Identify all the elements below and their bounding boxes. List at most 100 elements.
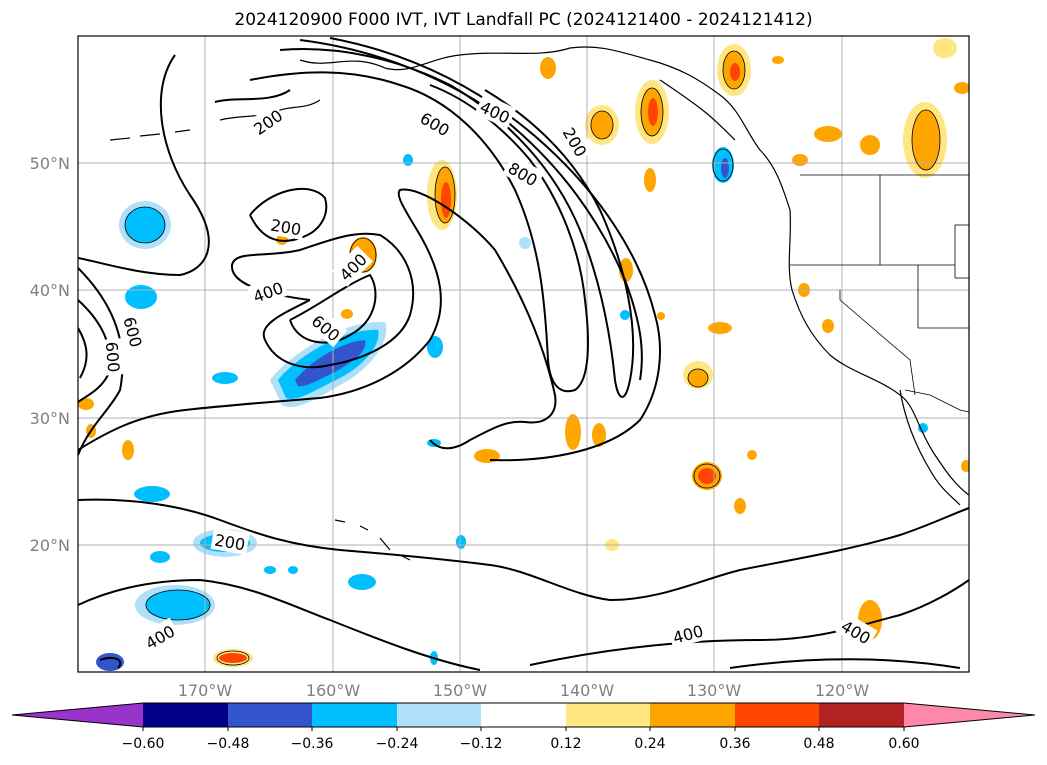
pc-negative-region [125,207,165,243]
hawaii-islands [334,519,411,561]
colorbar-segment [735,703,819,727]
pc-negative-region [721,158,729,178]
pc-positive-region [565,414,581,450]
pc-positive-region [78,398,94,410]
ivt-contour-400 [529,579,969,666]
lat-label-20n: 20°N [30,536,70,555]
colorbar-tick: −0.24 [376,736,419,752]
pc-positive-region [698,468,716,484]
pc-positive-region [747,450,757,460]
pc-negative-region [212,372,238,384]
pc-positive-region [730,63,740,81]
lon-label-170w: 170°W [178,681,233,700]
pc-positive-region [644,168,656,192]
colorbar-tick: 0.24 [634,736,665,752]
colorbar-segment [397,703,481,727]
ivt-contour-400 [729,658,961,669]
pc-positive-region [954,82,969,94]
colorbar-segment [228,703,312,727]
ivt-contour-800 [299,39,643,381]
pc-positive-region [122,440,134,460]
lon-label-120w: 120°W [815,681,870,700]
pc-positive-region [772,56,784,64]
pc-negative-region [125,285,157,309]
ivt-contour-200 [78,188,557,451]
pc-positive-region [708,322,732,334]
lat-label-40n: 40°N [30,281,70,300]
ivt-contour-200 [78,54,210,277]
pc-negative-region [348,574,376,590]
ivt-contour-200 [249,188,328,242]
colorbar-segment [904,703,1035,727]
colorbar-segment [650,703,735,727]
plot-title: 2024120900 F000 IVT, IVT Landfall PC (20… [234,10,813,30]
lat-labels: 50°N 40°N 30°N 20°N [30,154,70,555]
ivt-contour-200 [214,89,291,103]
lon-label-150w: 150°W [433,681,488,700]
ivt-contour-400 [78,267,124,456]
pc-negative-region [96,653,124,671]
pc-positive-region [657,312,665,320]
colorbar-segment [12,703,143,727]
pc-positive-region [591,111,613,139]
ivt-contours [78,37,969,671]
pc-positive-region [912,110,940,170]
colorbar-tick: −0.48 [207,736,250,752]
pc-positive-region [441,182,451,218]
map-frame [77,35,970,673]
ivt-contour-600 [289,273,377,344]
pc-positive-region [933,38,957,58]
colorbar-segment [481,703,566,727]
pc-positive-region [734,498,746,514]
pc-negative-region [146,590,210,620]
pc-positive-region [860,135,880,155]
pc-negative-region [427,336,443,358]
contour-label: 600 [102,341,124,373]
colorbar-tick: 0.36 [719,736,750,752]
pc-positive-region [540,57,556,79]
colorbar-segment [819,703,904,727]
ivt-contour-400 [78,578,481,671]
aleutian-islands [109,129,191,141]
pc-positive-region [648,98,658,126]
pc-positive-region [792,154,808,166]
ivt-contour-200 [99,657,122,669]
pc-positive-region [688,369,708,387]
pc-negative-region [918,423,928,433]
pc-negative-region [150,551,170,563]
pc-outlines [124,50,941,666]
colorbar-tick: 0.60 [888,736,919,752]
colorbar-tick: −0.12 [460,736,503,752]
ivt-contour-400 [230,232,415,369]
colorbar-segment [566,703,650,727]
pc-negative-region [403,154,413,166]
colorbar-segment [143,703,228,727]
pc-negative-region [456,535,466,549]
baja-coastline [899,389,961,506]
ivt-contour-200 [329,37,661,462]
political-borders [790,174,969,413]
colorbar-tick: −0.36 [291,736,334,752]
lon-label-160w: 160°W [306,681,361,700]
colorbar-tick: −0.60 [122,736,165,752]
north-america-coastline [299,46,969,496]
lon-labels: 170°W 160°W 150°W 140°W 130°W 120°W [178,681,870,700]
pc-negative-region [295,340,366,387]
pc-negative-region [519,237,531,249]
colorbar-segment [312,703,397,727]
lon-label-140w: 140°W [560,681,615,700]
pc-positive-region [592,423,606,447]
pc-positive-region [219,653,247,663]
colorbar-tick: 0.48 [803,736,834,752]
pc-positive-region [814,126,842,142]
pc-positive-region [961,460,969,472]
alaska-panhandle [659,79,736,141]
pc-positive-region [341,309,353,319]
lat-label-50n: 50°N [30,154,70,173]
pc-negative-region [620,310,630,320]
ivt-contour-600 [78,327,88,379]
ivt-contour-600 [279,48,635,398]
colorbar: −0.60 −0.48 −0.36 −0.24 −0.12 0.12 0.24 … [11,702,1036,752]
lat-label-30n: 30°N [30,409,70,428]
